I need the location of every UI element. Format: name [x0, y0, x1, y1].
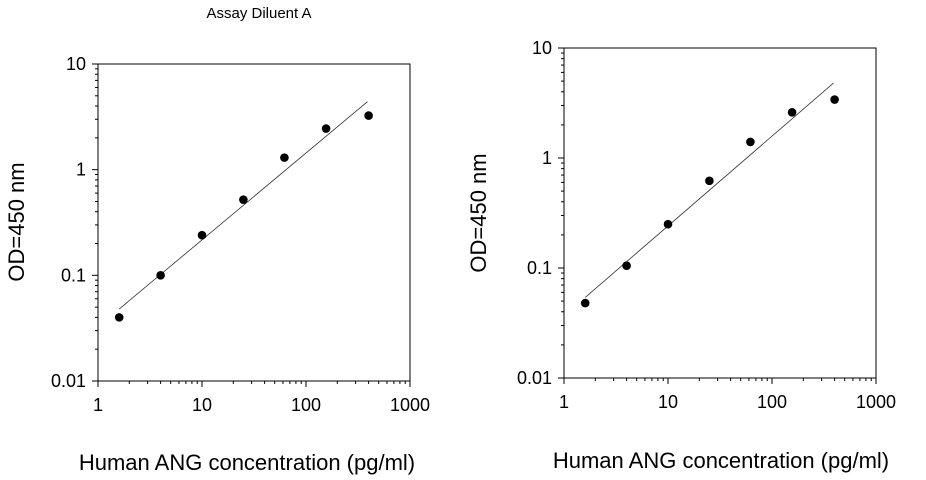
- x-axis-label: Human ANG concentration (pg/ml): [553, 448, 889, 473]
- x-tick-label: 1: [93, 395, 103, 415]
- plot-frame: [563, 47, 877, 379]
- data-point: [239, 195, 248, 204]
- y-axis-label: OD=450 nm: [4, 162, 29, 281]
- x-tick-label: 1: [559, 392, 569, 412]
- data-point: [321, 124, 331, 133]
- chart-left-svg: Assay Diluent A 1 10 100 1000 0.01 0.1 1 10 Human…: [4, 5, 430, 475]
- y-tick-label: 10: [532, 38, 552, 58]
- y-tick-label: 1: [542, 148, 552, 168]
- x-tick-label: 1000: [856, 392, 896, 412]
- data-point: [705, 176, 714, 186]
- regression-line: [118, 101, 368, 310]
- x-tick-label: 100: [291, 395, 321, 415]
- data-point: [663, 219, 673, 229]
- x-tick-label: 1000: [390, 395, 430, 415]
- x-tick-label: 10: [658, 392, 678, 412]
- plot-frame: [97, 63, 411, 382]
- x-tick-label: 10: [192, 395, 212, 415]
- data-point: [580, 298, 590, 308]
- chart-panel-left: Assay Diluent A 1 10 100 1000 0.01 0.1 1 10 Human…: [4, 5, 430, 475]
- data-point: [156, 271, 165, 280]
- data-point: [622, 261, 631, 270]
- chart-right-svg: 1 10 100 1000 0.01 0.1 1 10 Human ANG concentrat…: [466, 38, 896, 473]
- y-tick-label: 0.1: [527, 258, 552, 278]
- y-tick-label: 0.1: [61, 265, 86, 285]
- data-point: [787, 108, 797, 117]
- data-point: [364, 111, 373, 120]
- data-point: [746, 137, 755, 147]
- chart-title: Assay Diluent A: [206, 5, 311, 22]
- y-axis-label: OD=450 nm: [466, 153, 491, 272]
- data-point: [114, 313, 124, 322]
- y-tick-label: 1: [76, 160, 86, 180]
- y-tick-label: 0.01: [51, 371, 86, 391]
- data-point: [280, 153, 289, 162]
- x-axis-label: Human ANG concentration (pg/ml): [79, 450, 415, 475]
- x-tick-label: 100: [757, 392, 787, 412]
- y-tick-label: 10: [66, 54, 86, 74]
- data-point: [830, 95, 839, 104]
- y-tick-label: 0.01: [517, 368, 552, 388]
- chart-panel-right: 1 10 100 1000 0.01 0.1 1 10 Human ANG concentrat…: [463, 0, 926, 480]
- data-point: [197, 230, 207, 240]
